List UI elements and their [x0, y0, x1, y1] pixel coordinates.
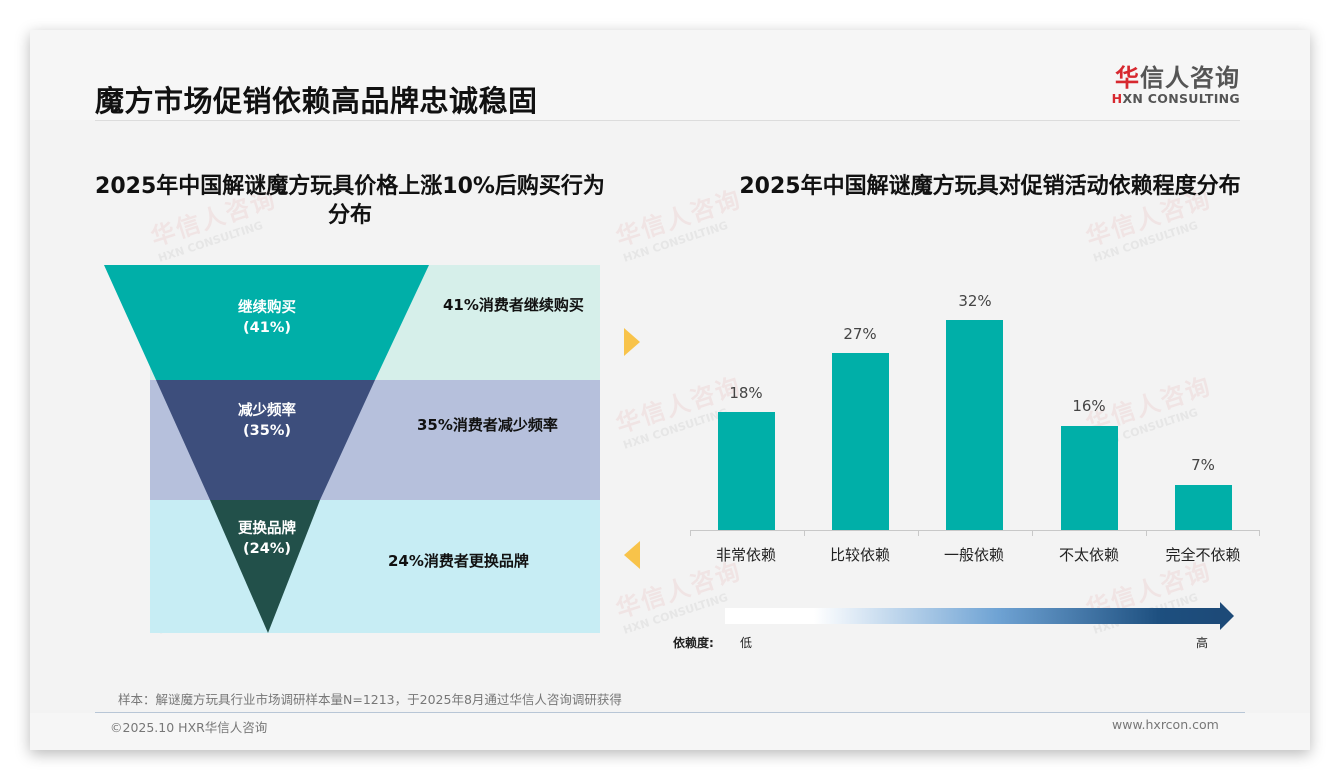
sample-footnote: 样本：解谜魔方玩具行业市场调研样本量N=1213，于2025年8月通过华信人咨询…	[118, 692, 622, 707]
bar-value-label: 27%	[843, 325, 877, 343]
footer-divider	[95, 712, 1245, 713]
page-title: 魔方市场促销依赖高品牌忠诚稳固	[95, 84, 538, 118]
bar-value-label: 32%	[958, 292, 992, 310]
logo-cn: 华信人咨询	[1115, 64, 1240, 92]
axis-tick	[1032, 530, 1033, 536]
funnel-value: (35%)	[243, 423, 291, 439]
scale-label: 依赖度:	[673, 636, 714, 650]
arrow-head-icon	[1220, 602, 1234, 630]
funnel-chart	[104, 265, 429, 633]
funnel-segment-continue	[104, 265, 429, 380]
scale-high-label: 高	[1196, 636, 1209, 650]
funnel-annotation-continue: 41%消费者继续购买	[443, 296, 584, 314]
website-link[interactable]: www.hxrcon.com	[1112, 717, 1219, 732]
bar-not-dependent	[1175, 485, 1232, 530]
title-divider	[95, 120, 1240, 121]
header-band	[30, 30, 1310, 120]
bar-very-dependent	[718, 412, 775, 530]
arrow-left-icon	[624, 541, 640, 569]
x-tick-label: 一般依赖	[943, 546, 1004, 564]
bar-fairly-dependent	[832, 353, 889, 530]
funnel-annotation-switch: 24%消费者更换品牌	[388, 552, 529, 570]
axis-tick	[690, 530, 691, 536]
arrow-right-icon	[624, 328, 640, 356]
funnel-value: (41%)	[243, 320, 291, 336]
bar-value-label: 16%	[1072, 397, 1106, 415]
x-tick-label: 非常依赖	[715, 546, 776, 564]
bar-moderately-dependent	[946, 320, 1003, 530]
funnel-label-reduce: 减少频率 (35%)	[197, 401, 337, 441]
x-axis	[690, 530, 1260, 531]
axis-tick	[1259, 530, 1260, 536]
scale-low-label: 低	[740, 636, 753, 650]
bar-value-label: 7%	[1191, 456, 1215, 474]
funnel-label-switch: 更换品牌 (24%)	[197, 519, 337, 559]
funnel-label-continue: 继续购买 (41%)	[197, 298, 337, 338]
slide: 华信人咨询 HXN CONSULTING 华信人咨询 HXN CONSULTING …	[30, 30, 1310, 750]
funnel-chart-title: 2025年中国解谜魔方玩具价格上涨10%后购买行为 分布	[95, 174, 605, 228]
bar-value-label: 18%	[729, 384, 763, 402]
copyright: ©2025.10 HXR华信人咨询	[110, 720, 268, 735]
logo-en: HXN CONSULTING	[1111, 91, 1240, 106]
bar-chart-title: 2025年中国解谜魔方玩具对促销活动依赖程度分布	[739, 174, 1241, 199]
dependency-gradient-bar	[725, 608, 1220, 624]
axis-tick	[804, 530, 805, 536]
x-tick-label: 完全不依赖	[1165, 546, 1241, 564]
x-tick-label: 比较依赖	[829, 546, 890, 564]
axis-tick	[918, 530, 919, 536]
footer-band	[30, 713, 1310, 750]
axis-tick	[1146, 530, 1147, 536]
funnel-annotation-reduce: 35%消费者减少频率	[417, 416, 558, 434]
funnel-value: (24%)	[243, 541, 291, 557]
x-tick-label: 不太依赖	[1058, 546, 1119, 564]
brand-logo: 华信人咨询 HXN CONSULTING	[1110, 64, 1240, 106]
funnel-segment-switch	[210, 500, 320, 633]
funnel-segment-reduce	[156, 380, 375, 500]
bar-slightly-dependent	[1061, 426, 1118, 530]
